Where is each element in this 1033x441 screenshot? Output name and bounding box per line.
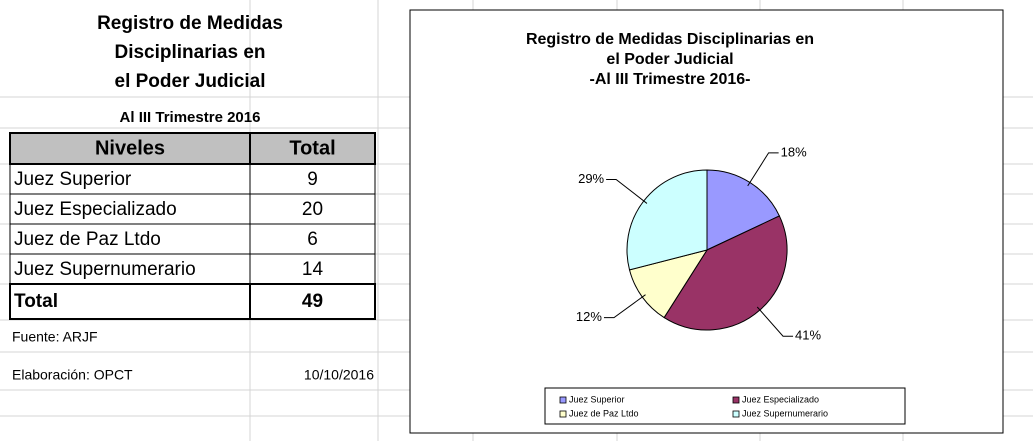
legend-swatch	[559, 396, 567, 404]
data-table: Registro de Medidas Disciplinarias en el P…	[9, 13, 376, 383]
sheet-title: Disciplinarias en	[114, 42, 265, 63]
row-label: Juez Especializado	[14, 199, 177, 220]
legend-box	[544, 387, 906, 425]
leader-line	[747, 152, 779, 187]
legend-swatch	[732, 396, 740, 404]
row-label: Juez de Paz Ltdo	[14, 229, 161, 250]
elaboration-note: Elaboración: OPCT	[12, 367, 133, 383]
sheet-title: el Poder Judicial	[115, 71, 266, 92]
leader-line	[756, 306, 794, 337]
header-row	[9, 132, 376, 165]
date-note: 10/10/2016	[304, 367, 374, 383]
data-label: 29%	[578, 171, 604, 186]
sheet-title: Registro de Medidas	[97, 13, 283, 34]
legend-label: Juez Especializado	[742, 394, 819, 404]
data-label: 41%	[795, 328, 821, 343]
row-value: 9	[307, 169, 318, 190]
source-note: Fuente: ARJF	[12, 329, 98, 345]
total-row	[9, 283, 376, 320]
total-value: 49	[302, 291, 323, 312]
data-label: 12%	[576, 309, 602, 324]
total-label: Total	[14, 291, 58, 312]
row-value: 6	[307, 229, 318, 250]
legend-label: Juez Superior	[569, 394, 625, 404]
column-header: Niveles	[95, 137, 165, 159]
row-value: 14	[302, 259, 324, 280]
chart-title: Registro de Medidas Disciplinarias en	[526, 31, 814, 48]
leader-line	[603, 294, 646, 319]
leader-line	[606, 179, 648, 204]
chart-title: el Poder Judicial	[606, 51, 733, 68]
legend-label: Juez de Paz Ltdo	[569, 408, 639, 418]
row-value: 20	[302, 199, 323, 220]
legend-swatch	[732, 410, 740, 418]
pie-chart: Registro de Medidas Disciplinarias en el …	[526, 31, 906, 425]
row-label: Juez Superior	[14, 169, 132, 190]
row-label: Juez Supernumerario	[14, 259, 196, 280]
column-header: Total	[289, 137, 335, 159]
legend-swatch	[559, 410, 567, 418]
chart-title: -Al III Trimestre 2016-	[590, 71, 751, 88]
data-label: 18%	[781, 144, 807, 159]
legend-label: Juez Supernumerario	[742, 408, 828, 418]
sheet-subtitle: Al III Trimestre 2016	[120, 109, 261, 126]
